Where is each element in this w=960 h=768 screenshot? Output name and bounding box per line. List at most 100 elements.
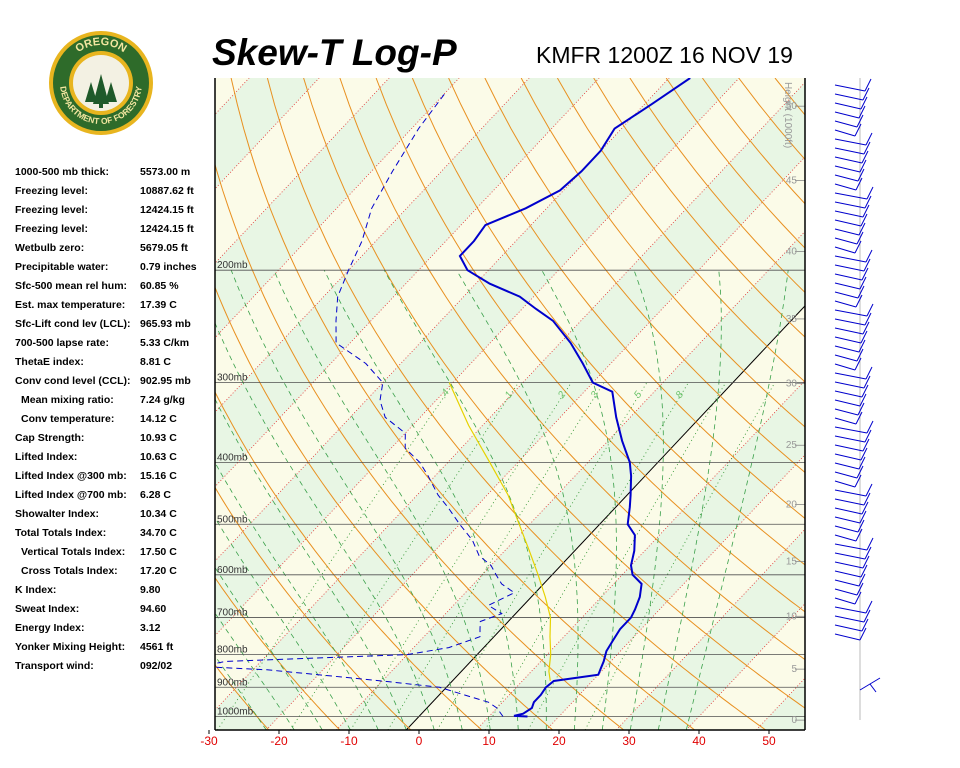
height-tick-label: 50: [786, 101, 798, 112]
wind-barb: [834, 453, 862, 461]
wind-barb: [865, 366, 873, 380]
stat-label: Cross Totals Index:: [21, 565, 118, 577]
temperature-band: [0, 78, 179, 730]
wind-barb: [855, 528, 863, 542]
wind-barb: [863, 141, 871, 155]
height-tick-label: 20: [786, 500, 798, 511]
moist-adiabat-line: [215, 566, 323, 730]
stat-row: Freezing level: 12424.15 ft: [15, 204, 215, 223]
x-tick-label: 20: [552, 734, 566, 748]
mixing-ratio-line: [350, 382, 572, 730]
x-tick-label: 10: [482, 734, 496, 748]
wind-barb: [834, 624, 863, 632]
wind-barb: [834, 552, 866, 560]
wind-barb: [834, 381, 865, 389]
height-tick-label: 15: [786, 556, 798, 567]
wind-barb: [858, 339, 866, 353]
oregon-forestry-logo: OREGON DEPARTMENT OF FORESTRY: [48, 30, 154, 136]
dry-adiabat-line: [556, 78, 805, 383]
wind-barb: [854, 591, 862, 605]
stat-row: 700-500 lapse rate: 5.33 C/km: [15, 337, 215, 356]
isotherm-line: [215, 81, 805, 711]
wind-barb: [860, 447, 868, 461]
wind-barb: [834, 309, 868, 317]
stat-value: 94.60: [140, 603, 167, 615]
wind-barb: [834, 390, 863, 398]
moist-adiabat-line: [215, 461, 379, 730]
wind-barb: [834, 192, 868, 200]
temperature-band: [476, 380, 805, 730]
wind-barb: [834, 489, 867, 497]
isobar-label: 600mb: [217, 565, 248, 576]
wind-barb: [858, 222, 866, 236]
stat-value: 34.70 C: [140, 527, 177, 539]
wind-barb: [834, 354, 858, 362]
wind-barb: [859, 159, 867, 173]
stat-row: Vertical Totals Index: 17.50 C: [15, 546, 215, 565]
wind-barb: [834, 507, 863, 515]
x-tick-label: 40: [692, 734, 706, 748]
wind-barb: [857, 519, 865, 533]
mixing-ratio-label: 1: [503, 390, 515, 401]
mixing-ratio-line: [484, 382, 689, 730]
wind-barb: [834, 336, 862, 344]
stat-row: Lifted Index @700 mb: 6.28 C: [15, 489, 215, 508]
wind-barb: [834, 273, 863, 281]
mixing-ratio-line: [584, 382, 776, 730]
stat-value: 10.34 C: [140, 508, 177, 520]
stat-label: 700-500 lapse rate:: [15, 337, 109, 349]
moist-adiabat-line: [541, 270, 617, 730]
wind-barb: [834, 525, 859, 533]
stat-label: Freezing level:: [15, 204, 88, 216]
wind-barb: [834, 363, 856, 371]
wind-barb: [834, 408, 859, 416]
x-tick-label: -10: [340, 734, 358, 748]
wind-barb: [834, 255, 867, 263]
wind-barb: [861, 618, 869, 632]
dry-adiabat-line: [920, 78, 960, 730]
dry-adiabat-line: [230, 78, 696, 730]
stat-row: Conv cond level (CCL): 902.95 mb: [15, 375, 215, 394]
wind-barb: [834, 129, 856, 137]
wind-barb: [834, 120, 858, 128]
stat-value: 5679.05 ft: [140, 242, 188, 254]
stat-label: Lifted Index @700 mb:: [15, 489, 127, 501]
wind-barb: [860, 330, 868, 344]
wind-barb: [862, 321, 870, 335]
isotherm-line: [215, 78, 530, 413]
stat-label: Showalter Index:: [15, 508, 100, 520]
temperature-band: [215, 78, 320, 189]
isotherm-line: [335, 230, 805, 730]
dry-adiabat-line: [484, 78, 805, 474]
stat-row: Freezing level: 10887.62 ft: [15, 185, 215, 204]
stat-value: 17.50 C: [140, 546, 177, 558]
wind-barb: [834, 444, 864, 452]
wind-barb: [864, 78, 872, 92]
wind-barb: [863, 492, 871, 506]
stat-row: Est. max temperature: 17.39 C: [15, 299, 215, 318]
dry-adiabat-line: [0, 78, 127, 730]
x-tick-label: -30: [200, 734, 218, 748]
wind-barb: [859, 276, 867, 290]
wind-barb: [834, 462, 860, 470]
wind-barb: [834, 219, 862, 227]
wind-barb: [856, 114, 864, 128]
wind-barb: [856, 582, 864, 596]
stat-label: Energy Index:: [15, 622, 85, 634]
wind-barb: [866, 303, 874, 317]
wind-barb: [858, 456, 866, 470]
stat-value: 14.12 C: [140, 413, 177, 425]
stat-row: Cap Strength: 10.93 C: [15, 432, 215, 451]
wind-barb: [855, 411, 863, 425]
wind-barb: [861, 150, 869, 164]
moist-adiabat-line: [215, 517, 351, 730]
moist-adiabat-line: [273, 270, 491, 730]
dry-adiabat-line: [448, 78, 805, 520]
stat-row: Total Totals Index: 34.70 C: [15, 527, 215, 546]
wind-barb: [834, 183, 857, 191]
isotherm-line: [215, 78, 670, 562]
stat-row: 1000-500 mb thick: 5573.00 m: [15, 166, 215, 185]
stat-value: 092/02: [140, 660, 173, 672]
stat-row: Conv temperature: 14.12 C: [15, 413, 215, 432]
stat-value: 6.28 C: [140, 489, 171, 501]
